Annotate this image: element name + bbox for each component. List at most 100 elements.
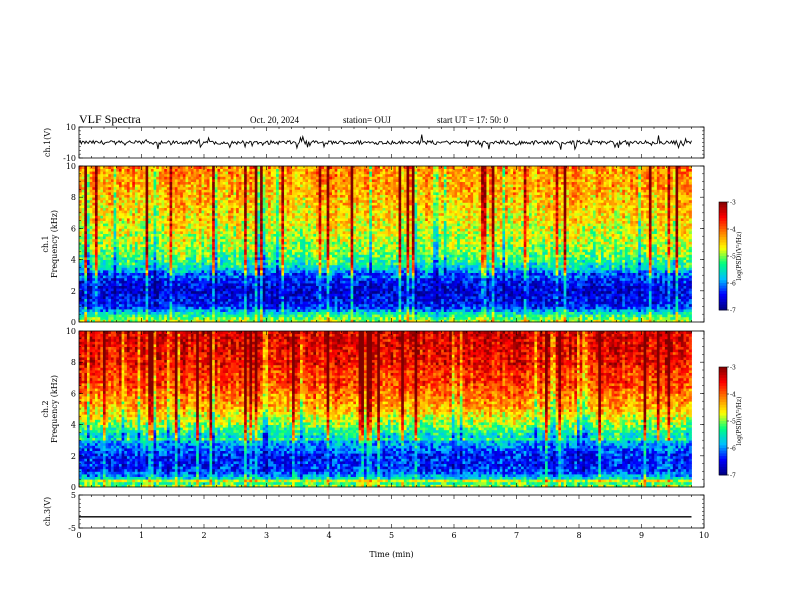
spectrogram-cell [167,202,170,205]
spectrogram-cell [271,304,274,307]
spectrogram-cell [276,262,279,265]
spectrogram-cell [98,179,101,182]
spectrogram-cell [119,257,122,260]
spectrogram-cell [212,176,215,179]
spectrogram-cell [132,234,135,237]
spectrogram-cell [284,179,287,182]
spectrogram-cell [191,197,194,200]
spectrogram-cell [188,291,191,294]
spectrogram-cell [95,179,98,182]
spectrogram-cell [271,299,274,302]
spectrogram-cell [225,301,228,304]
spectrogram-cell [183,278,186,281]
spectrogram-cell [223,205,226,208]
spectrogram-cell [233,293,236,296]
spectrogram-cell [90,301,93,304]
spectrogram-cell [257,223,260,226]
spectrogram-cell [265,265,268,268]
spectrogram-cell [249,260,252,263]
spectrogram-cell [180,304,183,307]
spectrogram-cell [223,197,226,200]
spectrogram-cell [196,228,199,231]
spectrogram-cell [167,226,170,229]
spectrogram-cell [87,231,90,234]
spectrogram-cell [103,252,106,255]
spectrogram-cell [103,228,106,231]
spectrogram-cell [186,273,189,276]
spectrogram-cell [191,184,194,187]
spectrogram-cell [289,166,292,169]
spectrogram-cell [100,223,103,226]
spectrogram-cell [257,202,260,205]
spectrogram-cell [223,278,226,281]
spectrogram-cell [84,197,87,200]
spectrogram-cell [281,174,284,177]
spectrogram-cell [209,275,212,278]
spectrogram-cell [217,223,220,226]
spectrogram-cell [92,267,95,270]
spectrogram-cell [236,195,239,198]
spectrogram-cell [241,221,244,224]
spectrogram-cell [217,314,220,317]
spectrogram-cell [143,252,146,255]
spectrogram-cell [249,288,252,291]
spectrogram-cell [249,231,252,234]
spectrogram-cell [231,189,234,192]
spectrogram-cell [154,182,157,185]
spectrogram-cell [186,210,189,213]
spectrogram-cell [186,215,189,218]
spectrogram-cell [154,288,157,291]
spectrogram-cell [140,262,143,265]
spectrogram-cell [289,265,292,268]
spectrogram-cell [111,174,114,177]
spectrogram-cell [207,260,210,263]
spectrogram-cell [217,283,220,286]
spectrogram-cell [194,213,197,216]
spectrogram-cell [154,267,157,270]
spectrogram-cell [98,275,101,278]
spectrogram-cell [143,270,146,273]
spectrogram-cell [164,210,167,213]
spectrogram-cell [249,200,252,203]
spectrogram-cell [284,314,287,317]
spectrogram-cell [119,169,122,172]
spectrogram-cell [122,309,125,312]
spectrogram-cell [175,317,178,320]
spectrogram-cell [199,234,202,237]
spectrogram-cell [279,187,282,190]
spectrogram-cell [140,312,143,315]
spectrogram-cell [108,241,111,244]
spectrogram-cell [268,314,271,317]
spectrogram-cell [239,270,242,273]
spectrogram-cell [186,236,189,239]
spectrogram-cell [135,210,138,213]
spectrogram-cell [209,169,212,172]
spectrogram-cell [273,189,276,192]
spectrogram-cell [146,270,149,273]
spectrogram-cell [92,314,95,317]
spectrogram-cell [287,221,290,224]
spectrogram-cell [151,286,154,289]
spectrogram-cell [162,283,165,286]
spectrogram-cell [223,208,226,211]
spectrogram-cell [183,280,186,283]
spectrogram-cell [199,254,202,257]
spectrogram-cell [252,226,255,229]
spectrogram-cell [180,249,183,252]
spectrogram-cell [212,228,215,231]
spectrogram-cell [172,304,175,307]
spectrogram-cell [257,184,260,187]
spectrogram-cell [108,286,111,289]
spectrogram-cell [135,309,138,312]
spectrogram-cell [159,267,162,270]
spectrogram-cell [162,239,165,242]
spectrogram-cell [140,189,143,192]
spectrogram-cell [90,299,93,302]
spectrogram-cell [127,286,130,289]
spectrogram-cell [199,283,202,286]
spectrogram-cell [194,267,197,270]
spectrogram-cell [138,293,141,296]
spectrogram-cell [130,317,133,320]
spectrogram-cell [90,213,93,216]
spectrogram-cell [82,182,85,185]
